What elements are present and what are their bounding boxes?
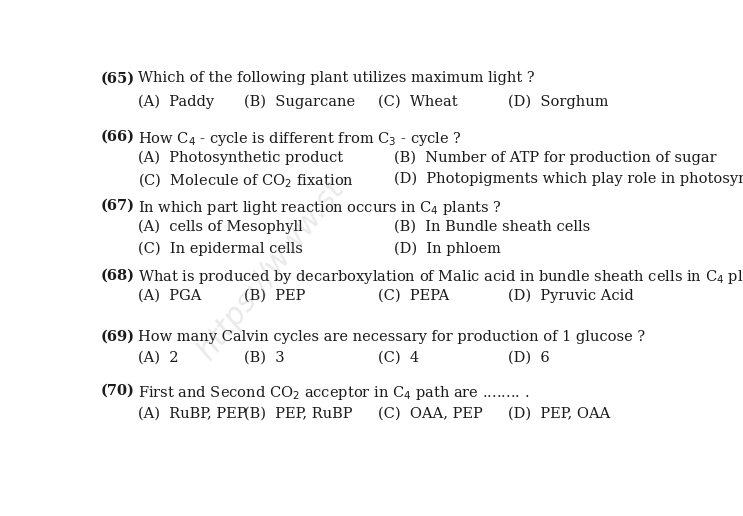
- Text: (C)  Molecule of CO$_2$ fixation: (C) Molecule of CO$_2$ fixation: [137, 172, 354, 190]
- Text: (70): (70): [100, 384, 134, 398]
- Text: (66): (66): [100, 130, 134, 143]
- Text: Which of the following plant utilizes maximum light ?: Which of the following plant utilizes ma…: [137, 71, 534, 85]
- Text: (D)  Sorghum: (D) Sorghum: [507, 94, 608, 109]
- Text: (C)  OAA, PEP: (C) OAA, PEP: [378, 407, 483, 421]
- Text: (68): (68): [100, 268, 134, 282]
- Text: (D)  PEP, OAA: (D) PEP, OAA: [507, 407, 610, 421]
- Text: In which part light reaction occurs in C$_4$ plants ?: In which part light reaction occurs in C…: [137, 199, 502, 217]
- Text: (67): (67): [100, 199, 134, 213]
- Text: (B)  Sugarcane: (B) Sugarcane: [244, 94, 355, 109]
- Text: (C)  Wheat: (C) Wheat: [378, 94, 458, 108]
- Text: (A)  PGA: (A) PGA: [137, 289, 201, 303]
- Text: (69): (69): [100, 330, 134, 344]
- Text: (B)  3: (B) 3: [244, 351, 285, 365]
- Text: (A)  cells of Mesophyll: (A) cells of Mesophyll: [137, 220, 302, 234]
- Text: (C)  PEPA: (C) PEPA: [378, 289, 450, 303]
- Text: How C$_4$ - cycle is different from C$_3$ - cycle ?: How C$_4$ - cycle is different from C$_3…: [137, 130, 461, 148]
- Text: (D)  Pyruvic Acid: (D) Pyruvic Acid: [507, 289, 633, 303]
- Text: (B)  PEP: (B) PEP: [244, 289, 305, 303]
- Text: https://www.st: https://www.st: [192, 174, 350, 365]
- Text: (A)  Photosynthetic product: (A) Photosynthetic product: [137, 151, 343, 165]
- Text: (B)  Number of ATP for production of sugar: (B) Number of ATP for production of suga…: [394, 151, 716, 165]
- Text: What is produced by decarboxylation of Malic acid in bundle sheath cells in C$_4: What is produced by decarboxylation of M…: [137, 268, 743, 286]
- Text: (D)  Photopigments which play role in photosynthesis: (D) Photopigments which play role in pho…: [394, 172, 743, 186]
- Text: (A)  2: (A) 2: [137, 351, 178, 365]
- Text: (D)  In phloem: (D) In phloem: [394, 242, 501, 256]
- Text: (A)  Paddy: (A) Paddy: [137, 94, 214, 109]
- Text: (A)  RuBP, PEP: (A) RuBP, PEP: [137, 407, 247, 421]
- Text: (C)  In epidermal cells: (C) In epidermal cells: [137, 242, 302, 256]
- Text: (D)  6: (D) 6: [507, 351, 549, 365]
- Text: First and Second CO$_2$ acceptor in C$_4$ path are ........ .: First and Second CO$_2$ acceptor in C$_4…: [137, 384, 529, 402]
- Text: (C)  4: (C) 4: [378, 351, 419, 365]
- Text: (65): (65): [100, 71, 134, 85]
- Text: (B)  In Bundle sheath cells: (B) In Bundle sheath cells: [394, 220, 590, 234]
- Text: How many Calvin cycles are necessary for production of 1 glucose ?: How many Calvin cycles are necessary for…: [137, 330, 645, 344]
- Text: (B)  PEP, RuBP: (B) PEP, RuBP: [244, 407, 352, 421]
